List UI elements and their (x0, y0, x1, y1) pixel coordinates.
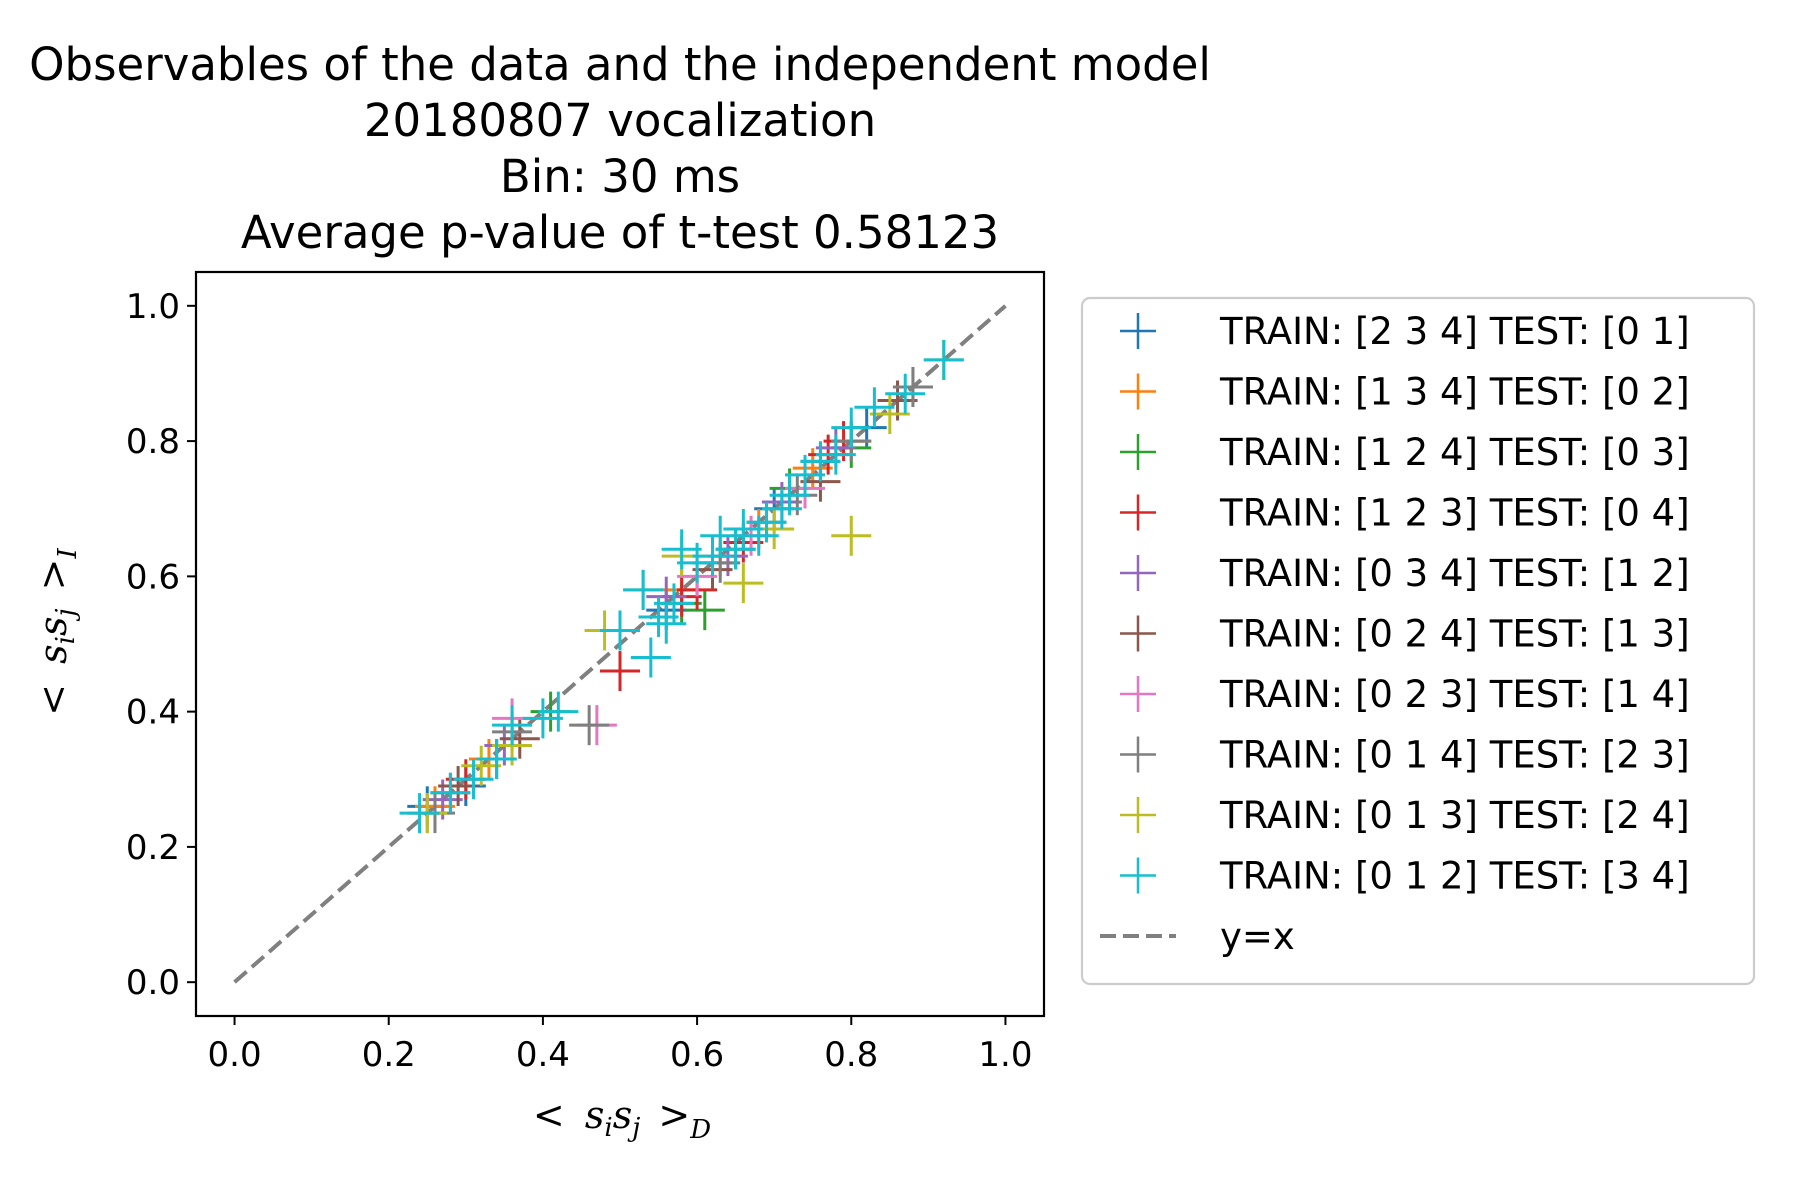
y-label-sub-i: i (51, 636, 81, 644)
legend-marker (1120, 736, 1156, 773)
title-line-3: Bin: 30 ms (500, 150, 740, 203)
title-line-4: Average p-value of t-test 0.58123 (241, 206, 999, 259)
legend-entry-label: TRAIN: [0 1 3] TEST: [2 4] (1219, 794, 1690, 837)
data-point (692, 536, 733, 577)
y-label-s1: s (31, 644, 75, 664)
data-point (923, 339, 964, 380)
data-point (892, 366, 933, 407)
legend-entry-label: TRAIN: [1 3 4] TEST: [0 2] (1219, 371, 1690, 414)
x-label-sub-d: D (689, 1115, 711, 1145)
data-point (869, 394, 910, 435)
data-point (715, 529, 756, 570)
data-point (492, 705, 533, 746)
data-point (600, 651, 640, 692)
plot-marks (233, 304, 1007, 984)
data-point (684, 590, 725, 631)
legend: TRAIN: [2 3 4] TEST: [0 1] TRAIN: [1 3 4]… (1100, 310, 1690, 958)
legend-marker (1120, 494, 1156, 531)
x-label-s1: s (585, 1093, 605, 1137)
legend-box (1080, 296, 1756, 986)
title-line-1: Observables of the data and the independ… (29, 38, 1211, 91)
y-label-gt: > (31, 558, 75, 590)
y-tick-label: 0.8 (126, 422, 180, 462)
legend-entry-label: TRAIN: [1 2 4] TEST: [0 3] (1219, 431, 1690, 474)
data-point (453, 759, 494, 800)
data-point (399, 793, 440, 834)
x-tick-label: 1.0 (978, 1035, 1032, 1075)
x-axis-label: < sisj >D (533, 1093, 711, 1145)
legend-marker (1120, 797, 1156, 833)
legend-entry-label: y=x (1220, 915, 1295, 958)
legend-entry-label: TRAIN: [0 2 3] TEST: [1 4] (1219, 673, 1690, 716)
legend-entry-label: TRAIN: [0 2 4] TEST: [1 3] (1219, 613, 1690, 656)
y-tick-label: 0.6 (126, 557, 180, 597)
legend-entry-label: TRAIN: [0 1 4] TEST: [2 3] (1219, 734, 1690, 777)
x-tick-label: 0.6 (670, 1035, 724, 1075)
y-label-sub-i2: I (53, 547, 83, 559)
data-point (522, 698, 563, 739)
legend-entry-label: TRAIN: [0 3 4] TEST: [1 2] (1219, 552, 1690, 595)
chart-title: Observables of the data and the independ… (29, 38, 1211, 259)
legend-entry-label: TRAIN: [2 3 4] TEST: [0 1] (1219, 310, 1690, 353)
x-tick-label: 0.2 (362, 1035, 416, 1075)
data-point (831, 407, 872, 448)
y-tick-label: 0.4 (126, 693, 180, 733)
series-10 (399, 339, 964, 834)
y-label-s2: s (31, 616, 75, 636)
data-point (600, 610, 640, 651)
x-label-s2: s (613, 1093, 633, 1137)
legend-marker (1120, 676, 1156, 712)
data-point (815, 434, 856, 475)
data-point (438, 766, 479, 807)
x-tick-label: 0.8 (824, 1035, 878, 1075)
x-tick-label: 0.0 (208, 1035, 262, 1075)
y-axis-label: < sisj >I (31, 547, 83, 715)
x-label-gt: > (658, 1093, 690, 1137)
legend-marker (1120, 857, 1156, 894)
y-tick-label: 0.0 (126, 963, 180, 1003)
y-axis-ticks: 0.0 0.2 0.4 0.6 0.8 1.0 (126, 287, 196, 1003)
data-point (800, 441, 841, 482)
x-tick-label: 0.4 (516, 1035, 570, 1075)
data-point (769, 475, 810, 516)
legend-marker (1120, 615, 1156, 652)
y-tick-label: 0.2 (126, 828, 180, 868)
x-label-sub-i: i (604, 1113, 612, 1143)
data-point (538, 691, 579, 732)
data-point (476, 738, 517, 779)
legend-marker (1120, 555, 1156, 591)
x-label-lt: < (533, 1093, 565, 1137)
data-point (430, 772, 471, 813)
y-label-lt: < (31, 684, 75, 716)
x-axis-ticks: 0.0 0.2 0.4 0.6 0.8 1.0 (208, 1016, 1032, 1075)
data-point (723, 563, 764, 604)
data-point (646, 603, 687, 644)
data-point (723, 509, 764, 550)
data-point (653, 583, 694, 624)
data-point (831, 515, 872, 556)
title-line-2: 20180807 vocalization (364, 94, 876, 147)
legend-marker (1120, 373, 1156, 410)
data-point (569, 705, 610, 746)
data-point (677, 542, 718, 583)
data-point (854, 387, 895, 428)
legend-marker (1120, 434, 1156, 470)
data-point (630, 637, 671, 678)
legend-entry-label: TRAIN: [1 2 3] TEST: [0 4] (1219, 492, 1690, 535)
y-tick-label: 1.0 (126, 287, 180, 327)
data-point (885, 373, 926, 414)
legend-marker (1120, 313, 1156, 349)
legend-entry-label: TRAIN: [0 1 2] TEST: [3 4] (1219, 855, 1690, 898)
data-point (623, 569, 664, 610)
